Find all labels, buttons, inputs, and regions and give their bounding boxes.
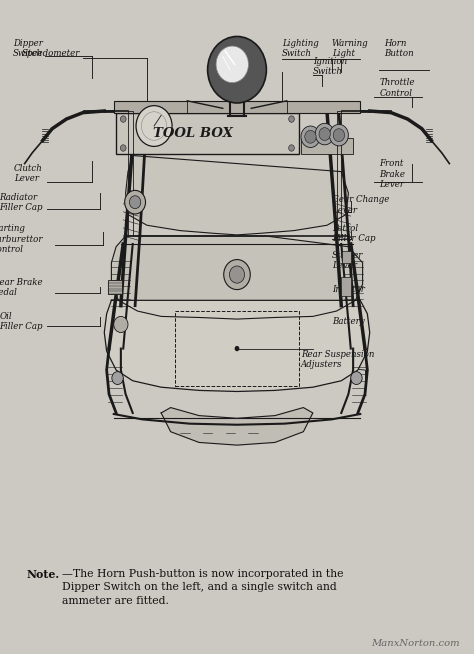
Circle shape bbox=[208, 37, 266, 103]
Circle shape bbox=[114, 317, 128, 332]
Text: ManxNorton.com: ManxNorton.com bbox=[371, 639, 460, 648]
Circle shape bbox=[120, 116, 126, 122]
Circle shape bbox=[125, 190, 146, 214]
Text: Inflator: Inflator bbox=[332, 285, 365, 294]
Text: Throttle
Control: Throttle Control bbox=[379, 78, 415, 97]
Bar bbox=[301, 139, 353, 154]
Bar bbox=[341, 277, 351, 296]
Circle shape bbox=[329, 124, 348, 146]
Text: Rear Brake
Pedal: Rear Brake Pedal bbox=[0, 278, 43, 297]
Circle shape bbox=[289, 116, 294, 122]
Circle shape bbox=[136, 106, 172, 146]
Bar bbox=[175, 311, 299, 386]
Text: Horn
Button: Horn Button bbox=[384, 39, 413, 58]
Text: Ignition
Switch: Ignition Switch bbox=[313, 57, 347, 77]
Circle shape bbox=[301, 126, 320, 147]
Bar bbox=[114, 101, 360, 112]
Text: Gear Change
Lever: Gear Change Lever bbox=[332, 195, 389, 215]
Polygon shape bbox=[126, 156, 348, 235]
Polygon shape bbox=[111, 236, 363, 319]
Text: Starter
Lever: Starter Lever bbox=[332, 251, 363, 270]
Circle shape bbox=[224, 260, 250, 290]
Bar bbox=[342, 251, 351, 263]
Text: —The Horn Push-button is now incorporated in the
Dipper Switch on the left, and : —The Horn Push-button is now incorporate… bbox=[62, 569, 343, 606]
Text: Note.: Note. bbox=[26, 569, 59, 580]
Text: Petrol
Filler Cap: Petrol Filler Cap bbox=[332, 224, 375, 243]
Bar bbox=[108, 281, 122, 294]
Text: Battery: Battery bbox=[332, 317, 365, 326]
Text: Clutch
Lever: Clutch Lever bbox=[14, 164, 43, 184]
Circle shape bbox=[129, 196, 141, 209]
Text: Radiator
Filler Cap: Radiator Filler Cap bbox=[0, 193, 43, 213]
Circle shape bbox=[333, 129, 345, 141]
Text: Starting
Carburettor
Control: Starting Carburettor Control bbox=[0, 224, 43, 254]
Circle shape bbox=[351, 371, 362, 385]
Polygon shape bbox=[104, 300, 370, 392]
Text: Rear Suspension
Adjusters: Rear Suspension Adjusters bbox=[301, 350, 374, 369]
Circle shape bbox=[112, 371, 123, 385]
Text: Front
Brake
Lever: Front Brake Lever bbox=[379, 160, 405, 189]
Bar bbox=[116, 112, 299, 154]
Text: Speedometer: Speedometer bbox=[22, 49, 81, 58]
Polygon shape bbox=[161, 407, 313, 445]
Text: Lighting
Switch: Lighting Switch bbox=[282, 39, 319, 58]
Text: Dipper
Switch: Dipper Switch bbox=[13, 39, 43, 58]
Circle shape bbox=[319, 128, 330, 141]
Circle shape bbox=[235, 346, 239, 351]
Circle shape bbox=[315, 124, 334, 145]
Circle shape bbox=[216, 46, 248, 82]
Text: Oil
Filler Cap: Oil Filler Cap bbox=[0, 312, 43, 332]
Text: TOOL BOX: TOOL BOX bbox=[153, 127, 233, 140]
Circle shape bbox=[289, 145, 294, 151]
Circle shape bbox=[120, 145, 126, 151]
Text: Warning
Light: Warning Light bbox=[332, 39, 368, 58]
Circle shape bbox=[229, 266, 245, 283]
Circle shape bbox=[305, 130, 316, 143]
